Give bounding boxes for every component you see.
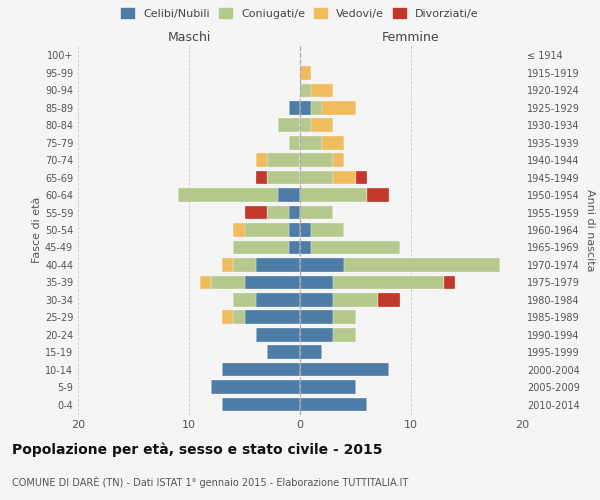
Bar <box>334 310 355 324</box>
Bar <box>278 118 300 132</box>
Bar <box>222 258 233 272</box>
Bar <box>222 398 300 411</box>
Bar <box>334 276 444 289</box>
Bar <box>289 223 300 237</box>
Bar <box>289 136 300 149</box>
Bar <box>300 276 334 289</box>
Text: Maschi: Maschi <box>167 31 211 44</box>
Bar <box>300 154 334 167</box>
Bar <box>378 293 400 306</box>
Bar <box>245 310 300 324</box>
Bar <box>178 188 278 202</box>
Bar <box>311 118 334 132</box>
Bar <box>289 101 300 114</box>
Text: Femmine: Femmine <box>382 31 440 44</box>
Bar <box>256 171 266 184</box>
Bar <box>289 206 300 220</box>
Bar <box>300 66 311 80</box>
Bar <box>300 310 334 324</box>
Bar <box>300 380 355 394</box>
Bar <box>245 223 289 237</box>
Bar <box>300 118 311 132</box>
Text: Popolazione per età, sesso e stato civile - 2015: Popolazione per età, sesso e stato civil… <box>12 442 383 457</box>
Y-axis label: Anni di nascita: Anni di nascita <box>585 188 595 271</box>
Bar <box>200 276 211 289</box>
Bar <box>334 293 378 306</box>
Bar <box>211 380 300 394</box>
Bar <box>311 84 334 97</box>
Bar <box>355 171 367 184</box>
Bar <box>300 223 311 237</box>
Y-axis label: Fasce di età: Fasce di età <box>32 197 42 263</box>
Bar <box>334 171 355 184</box>
Bar <box>233 223 245 237</box>
Bar <box>289 240 300 254</box>
Bar <box>300 258 344 272</box>
Bar <box>344 258 500 272</box>
Bar <box>245 276 300 289</box>
Bar <box>300 171 334 184</box>
Bar <box>322 101 355 114</box>
Bar <box>300 328 334 342</box>
Bar <box>233 240 289 254</box>
Bar <box>300 240 311 254</box>
Bar <box>266 206 289 220</box>
Bar <box>300 398 367 411</box>
Bar <box>300 206 334 220</box>
Bar <box>367 188 389 202</box>
Bar <box>233 293 256 306</box>
Bar <box>211 276 245 289</box>
Bar <box>444 276 455 289</box>
Bar <box>300 84 311 97</box>
Bar <box>300 101 311 114</box>
Legend: Celibi/Nubili, Coniugati/e, Vedovi/e, Divorziati/e: Celibi/Nubili, Coniugati/e, Vedovi/e, Di… <box>119 6 481 21</box>
Bar <box>233 310 245 324</box>
Bar <box>300 363 389 376</box>
Bar <box>311 101 322 114</box>
Bar <box>334 154 344 167</box>
Bar <box>334 328 355 342</box>
Bar <box>311 223 344 237</box>
Bar <box>300 188 367 202</box>
Bar <box>311 240 400 254</box>
Bar <box>256 293 300 306</box>
Bar <box>245 206 266 220</box>
Text: COMUNE DI DARÈ (TN) - Dati ISTAT 1° gennaio 2015 - Elaborazione TUTTITALIA.IT: COMUNE DI DARÈ (TN) - Dati ISTAT 1° genn… <box>12 476 408 488</box>
Bar <box>256 154 266 167</box>
Bar <box>266 154 300 167</box>
Bar <box>233 258 256 272</box>
Bar <box>266 171 300 184</box>
Bar <box>256 258 300 272</box>
Bar <box>222 363 300 376</box>
Bar <box>256 328 300 342</box>
Bar <box>278 188 300 202</box>
Bar <box>266 346 300 359</box>
Bar <box>322 136 344 149</box>
Bar <box>300 346 322 359</box>
Bar <box>300 136 322 149</box>
Bar <box>222 310 233 324</box>
Bar <box>300 293 334 306</box>
